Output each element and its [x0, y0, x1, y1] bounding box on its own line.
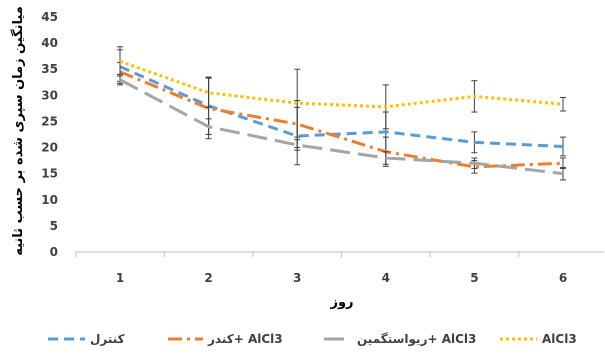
y-tick-label: 45	[41, 10, 58, 24]
series-group	[117, 46, 566, 181]
legend-label: کنترل	[90, 332, 125, 346]
y-tick-label: 5	[50, 219, 58, 233]
series-line	[119, 65, 564, 149]
series-3	[117, 73, 566, 181]
y-tick-label: 15	[41, 167, 58, 181]
legend-item: کنترل	[48, 332, 125, 346]
series-2	[117, 61, 566, 174]
legend-item: ریواستگمین+ AlCl3	[324, 332, 476, 347]
x-tick-label: 5	[470, 271, 478, 285]
series-1	[117, 49, 566, 166]
y-tick-label: 40	[41, 36, 58, 50]
legend-label: کندر+ AlCl3	[207, 332, 283, 346]
x-tick-label: 1	[116, 271, 124, 285]
series-4	[117, 46, 566, 138]
legend: کنترل کندر+ AlCl3 ریواستگمین+ AlCl3 AlCl3	[48, 332, 577, 347]
x-tick-label: 3	[293, 271, 301, 285]
y-tick-label: 35	[41, 62, 58, 76]
y-tick-labels: 0 5 10 15 20 25 30 35 40 45	[41, 10, 58, 259]
legend-item: AlCl3	[500, 332, 577, 346]
y-tick-label: 20	[41, 141, 58, 155]
x-tick-label: 4	[382, 271, 390, 285]
legend-item: کندر+ AlCl3	[168, 332, 283, 346]
y-tick-label: 30	[41, 88, 58, 102]
legend-label: AlCl3	[542, 332, 577, 346]
y-tick-label: 25	[41, 114, 58, 128]
x-tick-label: 2	[204, 271, 212, 285]
series-line	[119, 70, 564, 169]
x-tick-labels: 1 2 3 4 5 6	[116, 271, 567, 285]
legend-label: ریواستگمین+ AlCl3	[357, 332, 476, 347]
series-line	[119, 78, 564, 176]
series-line	[119, 59, 564, 109]
chart-axes	[75, 251, 604, 257]
y-axis-title: میانگین زمان سپری شده بر حسب ثانیه	[10, 6, 26, 256]
x-axis-title: روز	[329, 295, 353, 310]
x-tick-label: 6	[559, 271, 567, 285]
y-tick-label: 0	[50, 245, 58, 259]
y-tick-label: 10	[41, 193, 58, 207]
